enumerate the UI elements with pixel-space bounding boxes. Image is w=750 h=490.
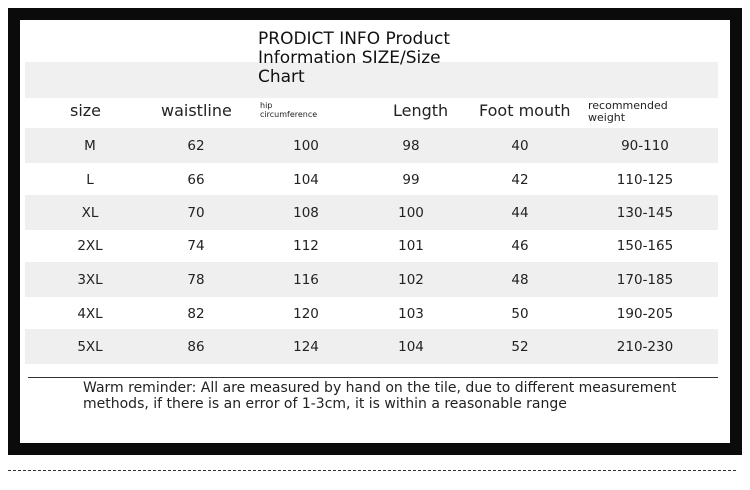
table-cell: 78: [187, 271, 205, 288]
table-cell: 100: [398, 204, 424, 221]
table-cell: 124: [293, 338, 319, 355]
table-cell: 66: [187, 171, 205, 188]
table-cell: 44: [511, 204, 529, 221]
table-cell: 90-110: [621, 137, 669, 154]
table-cell: XL: [81, 204, 99, 221]
table-cell: 170-185: [616, 271, 674, 288]
table-cell: 42: [511, 171, 529, 188]
table-cell: 50: [511, 305, 529, 322]
column-header: hip circumference: [260, 101, 318, 119]
table-cell: 104: [293, 171, 319, 188]
table-cell: 3XL: [77, 271, 103, 288]
table-cell: 101: [398, 237, 424, 254]
divider: [28, 377, 718, 378]
table-cell: 5XL: [77, 338, 103, 355]
table-cell: 150-165: [616, 237, 674, 254]
table-cell: 104: [398, 338, 424, 355]
table-cell: 99: [402, 171, 420, 188]
table-cell: 102: [398, 271, 424, 288]
dashed-line: [8, 470, 736, 471]
column-header: recommended weight: [588, 99, 668, 124]
table-cell: 70: [187, 204, 205, 221]
table-cell: 190-205: [616, 305, 674, 322]
table-row: 4XL 82 120 103 50 190-205: [25, 296, 718, 331]
table-cell: 98: [402, 137, 420, 154]
table-cell: 120: [293, 305, 319, 322]
table-cell: 108: [293, 204, 319, 221]
table-row: XL 70 108 100 44 130-145: [25, 195, 718, 230]
table-cell: 48: [511, 271, 529, 288]
table-cell: 130-145: [616, 204, 674, 221]
table-row: 2XL 74 112 101 46 150-165: [25, 228, 718, 263]
table-row: 5XL 86 124 104 52 210-230: [25, 329, 718, 364]
table-cell: 4XL: [77, 305, 103, 322]
column-header: waistline: [161, 101, 232, 120]
table-cell: 116: [293, 271, 319, 288]
column-header: size: [70, 101, 102, 120]
table-cell: 103: [398, 305, 424, 322]
table-cell: 40: [511, 137, 529, 154]
column-header: Length: [393, 101, 449, 120]
title-band: [25, 62, 718, 98]
table-cell: M: [84, 137, 96, 154]
title: PRODICT INFO Product Information SIZE/Si…: [258, 29, 451, 87]
column-header: Foot mouth: [479, 101, 571, 120]
table-cell: 46: [511, 237, 529, 254]
table-cell: 112: [293, 237, 319, 254]
table-cell: 100: [293, 137, 319, 154]
table-cell: 110-125: [616, 171, 674, 188]
table-cell: 2XL: [77, 237, 103, 254]
table-cell: 62: [187, 137, 205, 154]
table-cell: 74: [187, 237, 205, 254]
table-cell: 52: [511, 338, 529, 355]
table-cell: 210-230: [616, 338, 674, 355]
reminder: Warm reminder: All are measured by hand …: [83, 380, 677, 412]
table-cell: 82: [187, 305, 205, 322]
table-row: L 66 104 99 42 110-125: [25, 162, 718, 197]
table-row: 3XL 78 116 102 48 170-185: [25, 262, 718, 297]
table-cell: L: [86, 171, 94, 188]
table-row: M 62 100 98 40 90-110: [25, 128, 718, 163]
table-cell: 86: [187, 338, 205, 355]
